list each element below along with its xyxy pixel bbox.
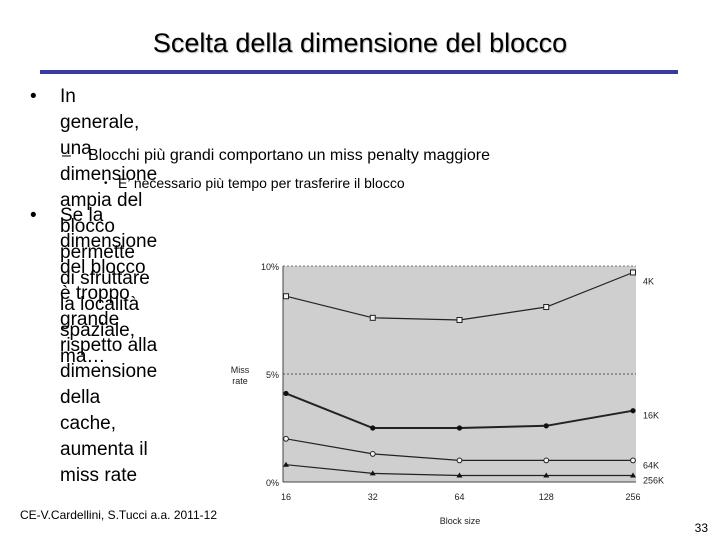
bullet-1-line-1: In generale, una dimensione ampia del bl… <box>60 86 158 263</box>
sub-bullet-mark: – <box>62 147 71 164</box>
x-tick-label-16: 16 <box>281 492 291 502</box>
bullet-2-line-2: dimensione della cache, aumenta il miss … <box>60 361 158 486</box>
bullet-2-line-1: Se la dimensione del blocco è troppo gra… <box>60 205 158 356</box>
series-label-4K: 4K <box>643 276 654 286</box>
slide-title: Scelta della dimensione del blocco <box>152 28 568 58</box>
bullet-1-mark: • <box>30 86 37 107</box>
x-axis-label: Block size <box>440 516 481 526</box>
series-label-256K: 256K <box>643 476 664 486</box>
sub-sub-bullet-text: E’ necessario più tempo per trasferire i… <box>118 175 405 191</box>
point-64K-32 <box>369 451 376 457</box>
point-256K-32 <box>369 470 376 476</box>
title-divider <box>40 70 678 74</box>
point-16K-32 <box>370 425 376 431</box>
y-tick-label-0: 0% <box>266 478 279 488</box>
point-16K-256 <box>630 408 636 414</box>
x-tick-label-256: 256 <box>625 492 640 502</box>
point-256K-16 <box>283 461 289 467</box>
series-layer <box>283 269 636 478</box>
sub-sub-bullet-mark: • <box>104 178 108 189</box>
footer-credit: CE-V.Cardellini, S.Tucci a.a. 2011-12 <box>20 508 217 522</box>
bullet-1-text: In generale, una dimensione ampia del bl… <box>60 84 157 370</box>
bullet-1-line-2: di sfruttare la località spaziale, ma… <box>60 268 150 367</box>
point-4K-256 <box>630 269 636 276</box>
point-4K-16 <box>283 293 289 300</box>
point-64K-16 <box>283 435 289 442</box>
x-tick-label-64: 64 <box>454 492 464 502</box>
y-tick-label-1: 5% <box>266 370 279 380</box>
point-256K-128 <box>543 472 550 478</box>
point-64K-128 <box>543 457 550 464</box>
x-tick-label-128: 128 <box>539 492 554 502</box>
series-label-64K: 64K <box>643 460 659 470</box>
sub-bullet-text: Blocchi più grandi comportano un miss pe… <box>88 147 490 164</box>
y-axis-label-line-1: Miss <box>231 365 250 375</box>
x-tick-label-32: 32 <box>368 492 378 502</box>
point-4K-128 <box>543 304 550 311</box>
bullet-2-mark: • <box>30 205 37 226</box>
point-64K-64 <box>456 457 463 464</box>
y-axis-label-line-2: rate <box>232 376 248 386</box>
page-number: 33 <box>694 521 708 535</box>
point-256K-256 <box>630 472 636 478</box>
point-4K-64 <box>456 317 463 323</box>
point-256K-64 <box>456 472 463 478</box>
y-tick-label-2: 10% <box>261 262 279 272</box>
bullet-2-text: Se la dimensione del blocco è troppo gra… <box>60 203 157 489</box>
point-16K-64 <box>456 425 463 431</box>
point-16K-128 <box>543 423 549 429</box>
point-64K-256 <box>630 457 636 464</box>
point-16K-16 <box>283 390 289 397</box>
series-label-16K: 16K <box>643 411 659 421</box>
point-4K-32 <box>369 314 376 321</box>
grid-layer <box>282 265 636 483</box>
